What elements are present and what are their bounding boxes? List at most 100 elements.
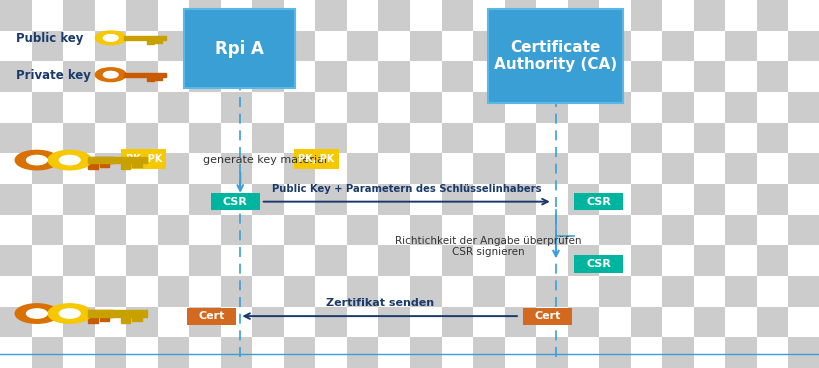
Bar bbox=[378, 123, 410, 153]
Bar bbox=[252, 61, 283, 92]
Bar bbox=[99, 163, 109, 167]
Bar bbox=[63, 245, 94, 276]
Bar bbox=[756, 184, 788, 215]
Circle shape bbox=[103, 71, 118, 78]
Bar bbox=[567, 61, 599, 92]
Bar bbox=[126, 0, 157, 31]
Bar bbox=[693, 123, 725, 153]
Bar bbox=[283, 31, 315, 61]
Bar bbox=[155, 40, 162, 43]
Bar bbox=[693, 61, 725, 92]
Bar bbox=[410, 92, 441, 123]
Bar bbox=[346, 31, 378, 61]
Bar bbox=[504, 61, 536, 92]
Bar bbox=[31, 92, 63, 123]
Bar bbox=[567, 123, 599, 153]
Circle shape bbox=[48, 151, 91, 170]
Bar bbox=[473, 215, 504, 245]
Bar bbox=[126, 307, 157, 337]
Bar bbox=[189, 0, 220, 31]
Bar bbox=[662, 31, 693, 61]
Bar bbox=[0, 307, 31, 337]
Bar bbox=[504, 123, 536, 153]
Bar bbox=[121, 149, 166, 169]
Bar bbox=[157, 153, 189, 184]
Bar bbox=[31, 215, 63, 245]
Bar bbox=[88, 163, 97, 169]
Bar bbox=[410, 276, 441, 307]
Bar bbox=[147, 77, 153, 81]
Bar bbox=[630, 184, 662, 215]
Circle shape bbox=[16, 304, 58, 323]
Bar bbox=[410, 153, 441, 184]
Bar bbox=[124, 72, 165, 77]
Bar bbox=[725, 92, 756, 123]
Bar bbox=[283, 276, 315, 307]
Bar bbox=[441, 307, 473, 337]
Bar bbox=[126, 123, 157, 153]
Text: PK, PK: PK, PK bbox=[297, 154, 334, 164]
Text: Zertifikat senden: Zertifikat senden bbox=[325, 298, 433, 308]
Text: Cert: Cert bbox=[534, 311, 560, 321]
Bar bbox=[94, 337, 126, 368]
Bar bbox=[94, 31, 126, 61]
Text: PK, PK: PK, PK bbox=[125, 154, 162, 164]
Circle shape bbox=[95, 31, 126, 45]
Bar bbox=[283, 92, 315, 123]
Text: Rpi A: Rpi A bbox=[215, 40, 264, 58]
Bar bbox=[441, 123, 473, 153]
Bar bbox=[756, 61, 788, 92]
Bar bbox=[157, 276, 189, 307]
Bar bbox=[536, 337, 567, 368]
Bar bbox=[536, 31, 567, 61]
Circle shape bbox=[48, 304, 91, 323]
Bar bbox=[536, 153, 567, 184]
Bar bbox=[536, 276, 567, 307]
Bar bbox=[662, 337, 693, 368]
Bar bbox=[346, 276, 378, 307]
Bar bbox=[573, 255, 622, 273]
Circle shape bbox=[26, 309, 48, 318]
Bar bbox=[94, 153, 126, 184]
Bar bbox=[31, 31, 63, 61]
Bar bbox=[410, 215, 441, 245]
Bar bbox=[536, 92, 567, 123]
Bar bbox=[124, 36, 165, 40]
FancyBboxPatch shape bbox=[184, 9, 295, 88]
Bar bbox=[315, 307, 346, 337]
Bar bbox=[473, 337, 504, 368]
Bar bbox=[567, 307, 599, 337]
Bar bbox=[473, 153, 504, 184]
Bar bbox=[378, 0, 410, 31]
Bar bbox=[210, 193, 260, 210]
Bar bbox=[220, 276, 252, 307]
Text: Public key: Public key bbox=[16, 32, 84, 45]
Bar bbox=[599, 337, 630, 368]
Bar bbox=[378, 61, 410, 92]
Bar bbox=[252, 184, 283, 215]
Bar bbox=[630, 61, 662, 92]
Text: generate key material: generate key material bbox=[203, 155, 327, 165]
Bar bbox=[283, 153, 315, 184]
Bar bbox=[252, 307, 283, 337]
Text: CSR: CSR bbox=[223, 197, 247, 207]
Bar bbox=[441, 0, 473, 31]
Bar bbox=[662, 276, 693, 307]
Bar bbox=[157, 337, 189, 368]
Bar bbox=[189, 184, 220, 215]
Circle shape bbox=[26, 155, 48, 165]
Bar bbox=[252, 245, 283, 276]
Bar bbox=[599, 215, 630, 245]
Bar bbox=[63, 184, 94, 215]
Bar bbox=[788, 337, 819, 368]
Bar bbox=[126, 184, 157, 215]
Bar bbox=[756, 123, 788, 153]
Bar bbox=[693, 184, 725, 215]
Circle shape bbox=[16, 151, 58, 170]
Bar bbox=[725, 215, 756, 245]
Bar bbox=[157, 215, 189, 245]
Bar bbox=[220, 215, 252, 245]
Bar bbox=[756, 245, 788, 276]
Bar bbox=[441, 61, 473, 92]
Bar bbox=[599, 31, 630, 61]
